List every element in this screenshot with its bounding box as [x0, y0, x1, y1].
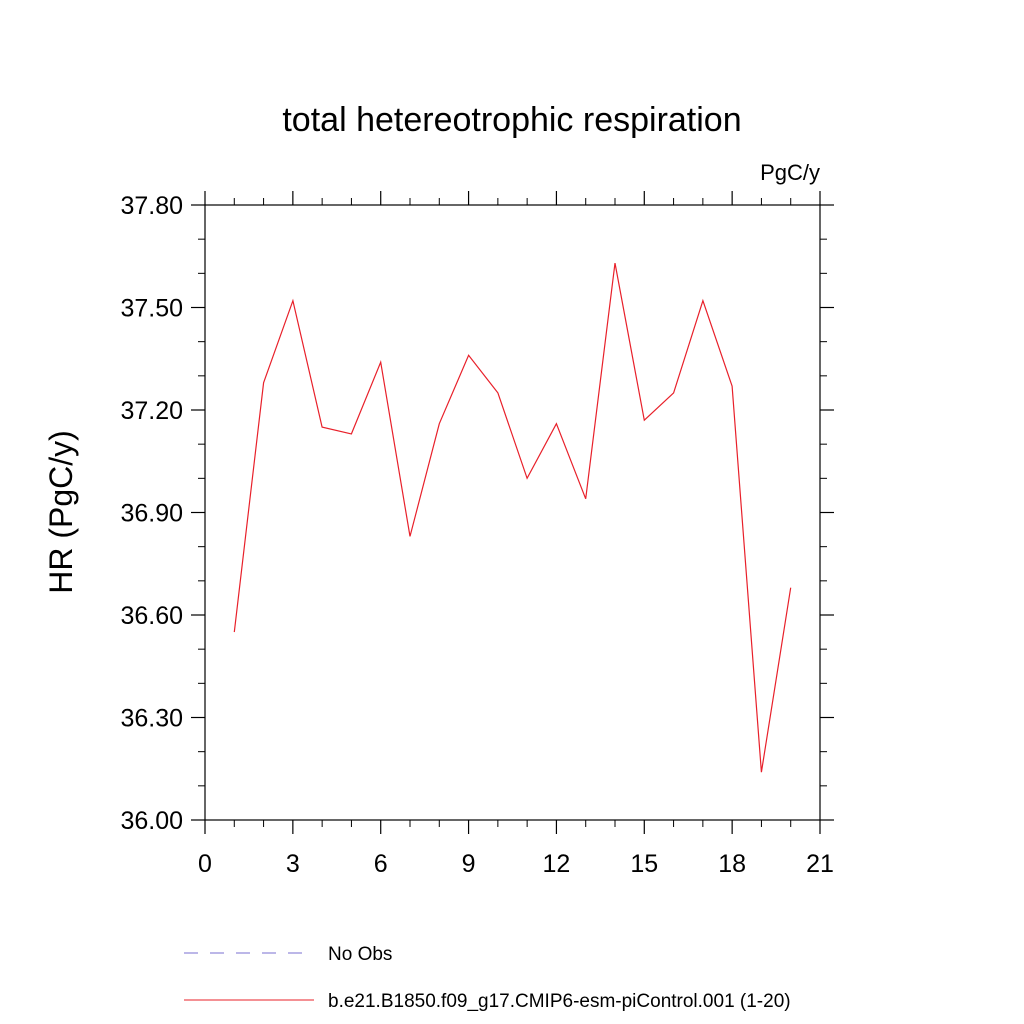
legend-label: No Obs	[328, 944, 392, 965]
legend: No Obs b.e21.B1850.f09_g17.CMIP6-esm-piCo…	[184, 944, 791, 1012]
x-tick-label: 3	[286, 850, 300, 878]
x-tick-label: 9	[462, 850, 476, 878]
y-tick-label: 36.60	[120, 602, 183, 630]
axis-ticks: 0 3 6 9 12 15 18 21 36.00 36.30 36.60 36.90 37.20 37.…	[120, 191, 834, 878]
series-line	[233, 262, 792, 773]
x-tick-label: 15	[630, 850, 658, 878]
y-tick-label: 36.30	[120, 705, 183, 733]
x-tick-label: 18	[718, 850, 746, 878]
y-tick-label: 37.80	[120, 192, 183, 220]
y-tick-label: 37.50	[120, 295, 183, 323]
plot-frame	[204, 204, 821, 821]
x-tick-label: 0	[198, 850, 212, 878]
y-tick-label: 37.20	[120, 397, 183, 425]
x-tick-label: 21	[806, 850, 834, 878]
y-axis-label: HR (PgC/y)	[43, 430, 79, 594]
x-tick-label: 12	[543, 850, 571, 878]
chart-title: total hetereotrophic respiration	[282, 101, 741, 139]
y-tick-label: 36.00	[120, 807, 183, 835]
x-tick-label: 6	[374, 850, 388, 878]
series-layer	[233, 262, 792, 773]
legend-label: b.e21.B1850.f09_g17.CMIP6-esm-piControl.…	[328, 991, 791, 1012]
units-label: PgC/y	[760, 160, 820, 185]
y-tick-label: 36.90	[120, 500, 183, 528]
